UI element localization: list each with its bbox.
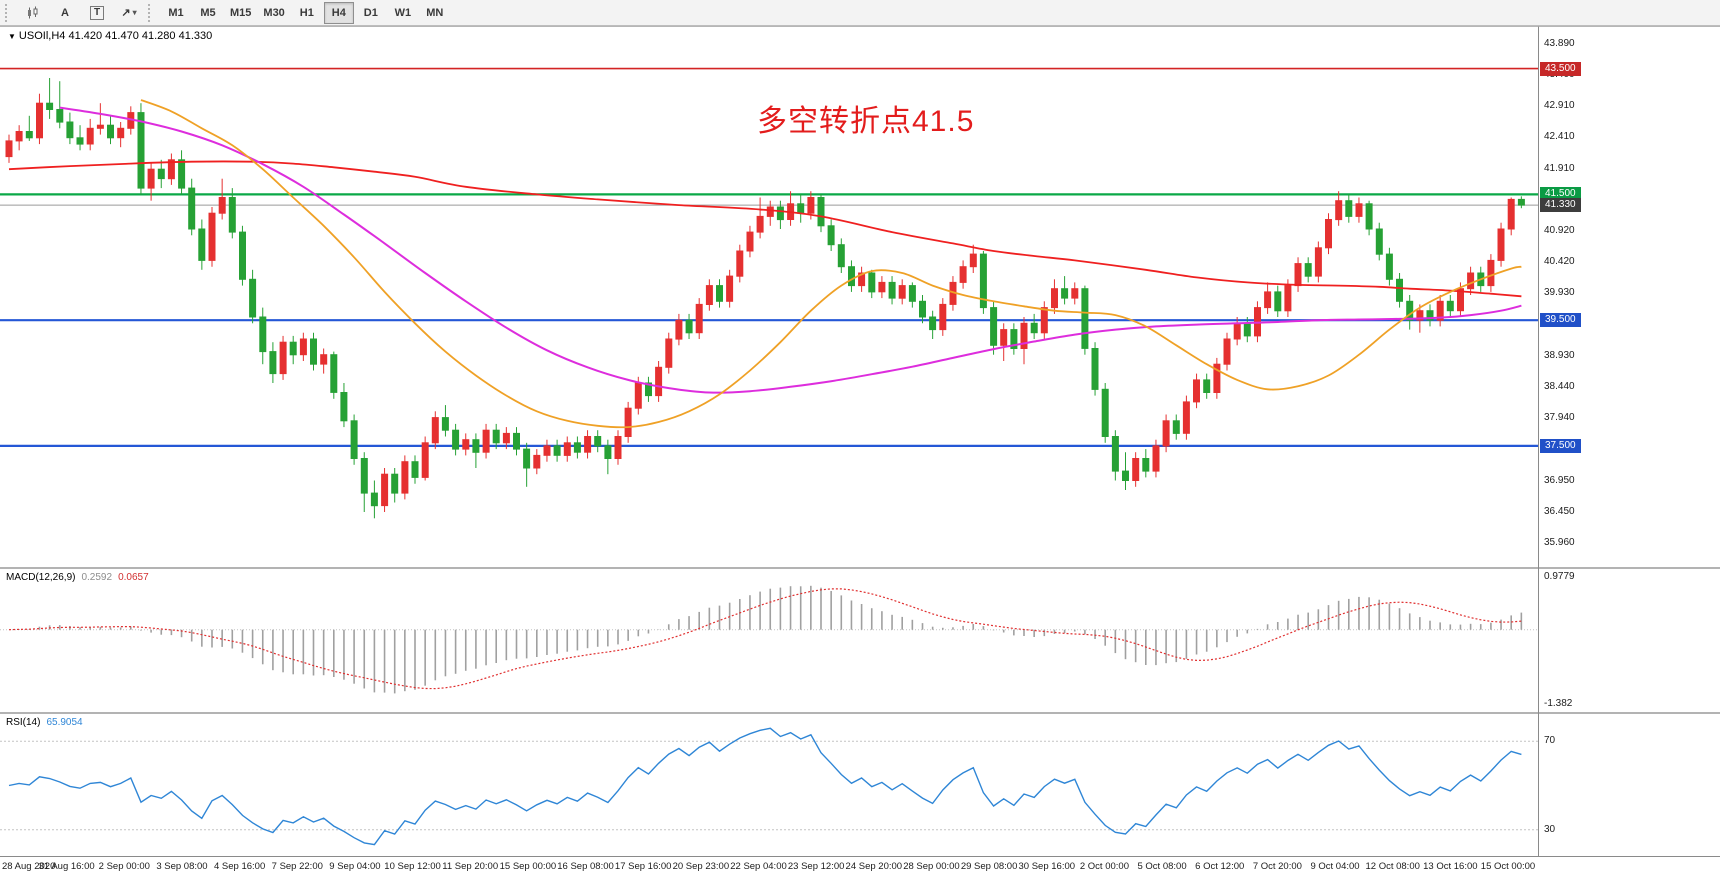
- rsi-label: RSI(14) 65.9054: [6, 717, 83, 728]
- time-axis-label: 9 Sep 04:00: [329, 861, 381, 872]
- ma-fast-orange-line: [140, 99, 1522, 429]
- price-axis-label: 40.920: [1544, 224, 1575, 236]
- time-axis-label: 9 Oct 04:00: [1310, 861, 1360, 872]
- price-axis-label: 40.420: [1544, 256, 1575, 268]
- timeframe-button-mn[interactable]: MN: [426, 6, 444, 19]
- toolbar-grip-2[interactable]: [148, 3, 155, 22]
- macd-name: MACD(12,26,9): [6, 572, 76, 583]
- timeframe-button-m15[interactable]: M15: [230, 6, 252, 19]
- macd-label: MACD(12,26,9) 0.2592 0.0657: [6, 572, 149, 583]
- drawing-tools-button[interactable]: ↗ ▾: [114, 2, 144, 24]
- dropdown-triangle-icon[interactable]: ▼: [8, 32, 16, 41]
- price-axis-label: 36.450: [1544, 505, 1575, 517]
- time-axis-label: 22 Sep 04:00: [730, 861, 787, 872]
- high-value: 41.470: [105, 30, 139, 42]
- time-axis-label: 30 Sep 16:00: [1018, 861, 1076, 872]
- timeframe-button-h1[interactable]: H1: [299, 6, 314, 19]
- time-axis-label: 11 Sep 20:00: [442, 861, 499, 872]
- chart-icon: [28, 6, 38, 18]
- candles-group: [5, 78, 1525, 519]
- symbol-period-label: USOIl,H4: [18, 30, 66, 42]
- time-axis-label: 15 Oct 00:00: [1480, 861, 1536, 872]
- time-axis-label: 28 Sep 00:00: [903, 861, 960, 872]
- price-axis-label: 38.930: [1544, 350, 1575, 361]
- ma-mid-magenta-line: [59, 106, 1522, 394]
- chevron-down-icon: ▾: [132, 8, 137, 17]
- time-axis-label: 23 Sep 12:00: [787, 861, 845, 872]
- text-tool-button[interactable]: T: [82, 2, 112, 24]
- price-axis-label: 39.930: [1544, 287, 1575, 299]
- price-badge-41.330: 41.330: [1540, 198, 1581, 213]
- price-axis-label: 35.960: [1544, 536, 1575, 548]
- price-axis-label: 37.940: [1544, 412, 1575, 424]
- price-axis-label: 36.950: [1544, 474, 1575, 486]
- time-axis-label: 29 Sep 08:00: [960, 861, 1018, 872]
- chart-annotation[interactable]: 多空转折点41.5: [757, 105, 975, 138]
- time-axis[interactable]: 28 Aug 2020 31 Aug 16:00 2 Sep 00:00 3 Sep …: [0, 857, 1720, 884]
- price-axis-label: 42.410: [1544, 131, 1575, 143]
- macd-signal-value: 0.0657: [118, 572, 149, 583]
- chart-header: ▼ USOIl,H4 41.420 41.470 41.280 41.330: [8, 30, 212, 42]
- ma-slow-red-line: [8, 160, 1522, 298]
- macd-axis-min: -1.382: [1544, 698, 1573, 709]
- time-axis-label: 12 Oct 08:00: [1365, 861, 1420, 872]
- time-axis-label: 20 Sep 23:00: [672, 861, 730, 872]
- price-axis-label: 43.890: [1544, 38, 1575, 50]
- low-value: 41.280: [141, 30, 176, 42]
- timeframe-toolbar: M1 M5 M15 M30 H1 H4 D1 W1 MN: [160, 1, 451, 24]
- time-axis-label: 16 Sep 08:00: [557, 861, 614, 872]
- price-badge-43.500: 43.500: [1540, 61, 1581, 76]
- timeframe-button-d1[interactable]: D1: [363, 6, 378, 19]
- price-axis-label: 41.910: [1544, 162, 1575, 174]
- price-axis-label: 42.910: [1544, 99, 1575, 111]
- rsi-axis-label: 70: [1544, 735, 1556, 747]
- time-axis-label: 7 Sep 22:00: [271, 861, 323, 872]
- time-axis-label: 2 Sep 00:00: [98, 861, 150, 872]
- rsi-name: RSI(14): [6, 717, 41, 728]
- macd-main-value: 0.2592: [81, 572, 113, 583]
- close-value: 41.330: [178, 30, 213, 42]
- time-axis-label: 3 Sep 08:00: [156, 861, 208, 872]
- time-axis-label: 4 Sep 16:00: [213, 861, 266, 872]
- timeframe-button-h4[interactable]: H4: [323, 1, 354, 24]
- rsi-value: 65.9054: [46, 717, 83, 728]
- arrow-icon: ↗: [121, 7, 131, 19]
- rsi-line: [8, 727, 1522, 846]
- macd-histogram: [18, 585, 1523, 694]
- time-axis-label: 28 Aug 2020: [2, 861, 56, 872]
- horizontal-lines-group: [0, 67, 1538, 447]
- time-axis-label: 6 Oct 12:00: [1195, 861, 1245, 872]
- time-axis-label: 13 Oct 16:00: [1423, 861, 1478, 872]
- toolbar: A T ↗ ▾ M1 M5 M15 M30 H1 H4 D1 W1 MN: [0, 0, 1720, 26]
- charts-button[interactable]: [18, 2, 48, 24]
- timeframe-button-w1[interactable]: W1: [394, 6, 412, 19]
- time-axis-label: 31 Aug 16:00: [38, 861, 95, 872]
- time-axis-label: 7 Oct 20:00: [1252, 861, 1302, 872]
- time-axis-label: 10 Sep 12:00: [384, 861, 441, 872]
- time-axis-label: 2 Oct 00:00: [1079, 861, 1129, 872]
- timeframe-button-m5[interactable]: M5: [200, 6, 216, 19]
- price-badge-37.500: 37.500: [1540, 438, 1581, 453]
- price-axis[interactable]: 43.89043.40042.91042.41041.91041.41040.9…: [1539, 0, 1720, 896]
- macd-axis-max: 0.9779: [1544, 571, 1575, 582]
- price-badge-39.500: 39.500: [1540, 313, 1581, 328]
- rsi-axis-label: 30: [1544, 823, 1556, 835]
- annotation-a-button[interactable]: A: [61, 6, 69, 19]
- open-value: 41.420: [68, 30, 103, 42]
- time-axis-label: 24 Sep 20:00: [845, 861, 903, 872]
- timeframe-button-m30[interactable]: M30: [263, 6, 285, 19]
- toolbar-grip[interactable]: [5, 3, 12, 22]
- text-tool-icon: T: [89, 5, 105, 20]
- price-badge-41.500: 41.500: [1540, 187, 1581, 202]
- time-axis-label: 15 Sep 00:00: [499, 861, 557, 872]
- price-axis-label: 38.440: [1544, 380, 1575, 392]
- time-axis-label: 17 Sep 16:00: [614, 861, 672, 872]
- time-axis-label: 5 Oct 08:00: [1137, 861, 1187, 872]
- macd-signal-line: [8, 588, 1522, 690]
- timeframe-button-m1[interactable]: M1: [168, 6, 184, 19]
